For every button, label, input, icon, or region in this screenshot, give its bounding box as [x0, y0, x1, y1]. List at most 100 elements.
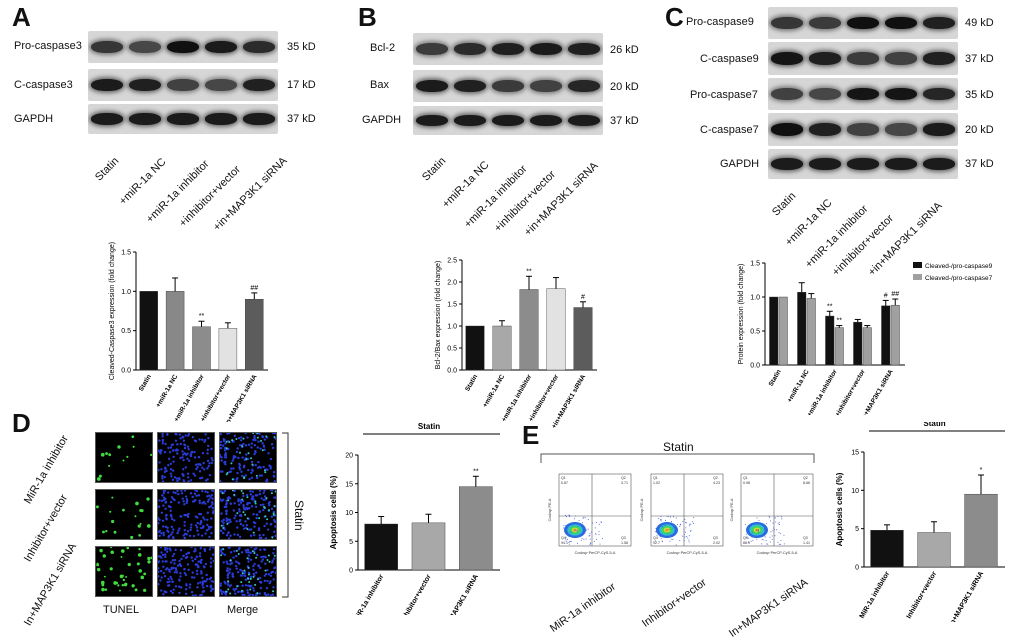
- dapi-dot: [172, 455, 175, 459]
- flow-quadrant-label: Q1: [743, 476, 748, 480]
- blot-band: [923, 158, 955, 170]
- flow-quadrant-label: Q3: [803, 536, 808, 540]
- dapi-dot: [192, 472, 195, 475]
- blot-strip: [768, 78, 958, 110]
- dapi-dot: [220, 512, 223, 515]
- dapi-dot: [239, 499, 242, 502]
- dapi-dot: [210, 457, 213, 460]
- flow-event: [598, 523, 600, 525]
- flow-event: [567, 538, 569, 540]
- dapi-dot: [159, 547, 163, 549]
- flow-y-axis-label: Cocksp·PE-A: [640, 498, 644, 521]
- dapi-dot: [205, 529, 209, 532]
- dapi-dot: [271, 593, 275, 596]
- dapi-dot: [269, 457, 273, 461]
- dapi-dot: [222, 531, 225, 535]
- dapi-dot: [227, 531, 230, 535]
- tunel-dot: [96, 505, 99, 509]
- flow-event: [669, 528, 671, 530]
- tunel-dot: [126, 547, 130, 550]
- dapi-dot: [194, 463, 198, 466]
- micro-field: [220, 490, 276, 539]
- dapi-dot: [181, 474, 185, 477]
- dapi-dot: [197, 565, 200, 568]
- dapi-dot: [254, 451, 257, 454]
- blot-strip: [413, 106, 603, 135]
- merge-dot: [230, 462, 233, 465]
- dapi-dot: [187, 551, 190, 555]
- flow-quadrant-label: Q2: [803, 476, 808, 480]
- dapi-dot: [197, 560, 200, 563]
- blot-band: [530, 79, 562, 93]
- flow-event: [589, 538, 591, 540]
- dapi-dot: [263, 555, 267, 558]
- dapi-dot: [241, 584, 244, 587]
- tunel-dot: [96, 567, 101, 572]
- tunel-dot: [147, 556, 151, 561]
- dapi-dot: [191, 594, 195, 596]
- chart-d: 0 5 10 15 20 Apoptosis cells (%) Statin ** MiR-1…: [329, 422, 500, 615]
- dapi-dot: [176, 531, 179, 535]
- dapi-dot: [267, 502, 270, 505]
- flow-event: [779, 533, 781, 535]
- dapi-dot: [196, 582, 200, 585]
- flow-event: [570, 541, 572, 543]
- dapi-dot: [197, 494, 201, 497]
- flow-event: [602, 538, 604, 540]
- dapi-dot: [246, 436, 249, 439]
- flow-event: [574, 529, 576, 531]
- blot-band: [416, 114, 448, 127]
- dapi-dot: [180, 492, 184, 495]
- flow-event: [672, 516, 674, 518]
- dapi-dot: [177, 501, 181, 504]
- dapi-dot: [234, 514, 237, 517]
- blot-band: [923, 51, 955, 66]
- lane-label: +inhibitor+vector: [492, 168, 558, 235]
- dapi-dot: [193, 499, 196, 503]
- dapi-dot: [171, 591, 174, 595]
- flow-sample-label: In+MAP3K1 siRNA: [727, 576, 811, 640]
- flow-event: [580, 533, 582, 535]
- y-axis-label: Bcl-2/Bax expression (fold change): [435, 261, 442, 370]
- dapi-dot: [204, 433, 207, 436]
- significance-label: #: [581, 294, 585, 301]
- tunel-dot: [138, 569, 142, 573]
- dapi-dot: [190, 523, 193, 526]
- tunel-dot: [104, 588, 108, 591]
- flow-event: [584, 517, 586, 519]
- dapi-dot: [209, 557, 213, 560]
- flow-event: [683, 528, 685, 530]
- dapi-dot: [160, 532, 163, 535]
- dapi-dot: [269, 594, 273, 596]
- merge-dot: [254, 502, 257, 505]
- flow-event: [777, 541, 779, 543]
- x-tick-label: +miR-1a inhibitor: [806, 368, 839, 415]
- dapi-dot: [200, 526, 203, 530]
- dapi-dot: [176, 443, 179, 446]
- dapi-dot: [220, 479, 222, 482]
- flow-quadrant-label: 1.02: [653, 481, 660, 485]
- flow-event: [568, 543, 570, 545]
- y-tick-label: 0: [855, 565, 859, 572]
- dapi-dot: [187, 434, 190, 437]
- flow-event: [684, 536, 686, 538]
- dapi-dot: [199, 547, 202, 550]
- dapi-dot: [250, 460, 254, 464]
- dapi-dot: [233, 502, 236, 505]
- bar: [870, 529, 904, 568]
- tunel-dot: [117, 584, 120, 587]
- dapi-dot: [183, 503, 186, 506]
- dapi-dot: [160, 551, 163, 554]
- dapi-dot: [162, 571, 166, 575]
- flow-event: [594, 527, 596, 529]
- dapi-dot: [173, 571, 177, 574]
- dapi-dot: [263, 592, 267, 596]
- flow-event: [763, 534, 765, 536]
- dapi-dot: [254, 547, 258, 550]
- dapi-dot: [225, 560, 228, 563]
- blot-c-label-3: C-caspase7: [700, 124, 759, 136]
- dapi-dot: [204, 580, 207, 583]
- dapi-dot: [273, 520, 276, 523]
- dapi-dot: [272, 586, 275, 589]
- dapi-dot: [160, 499, 164, 503]
